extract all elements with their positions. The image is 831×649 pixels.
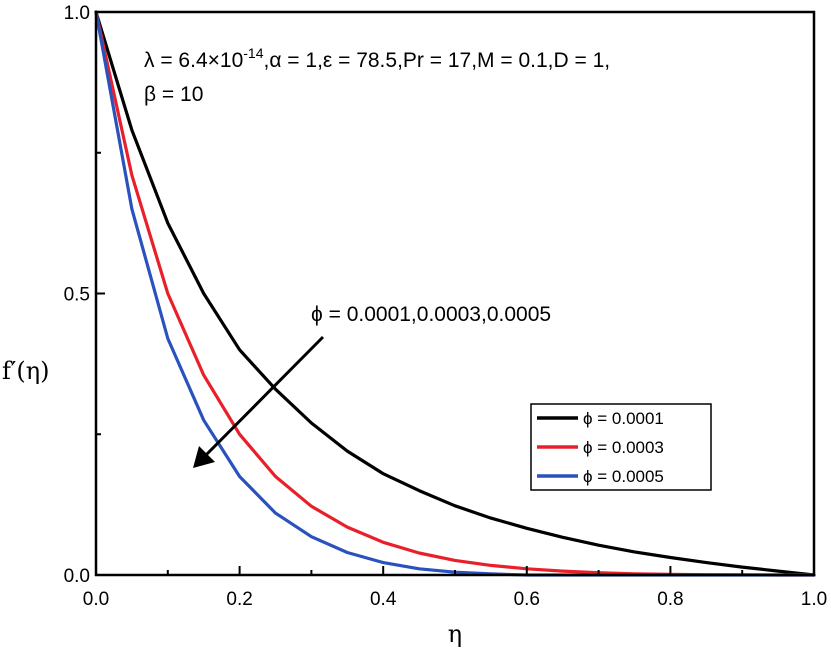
y-tick-label: 0.0: [64, 566, 90, 587]
parameters-exponent: -14: [243, 45, 263, 61]
legend-label-3: ϕ = 0.0005: [583, 467, 664, 486]
tick-labels: 0.0 0.2 0.4 0.6 0.8 1.0 0.0 0.5 1.0: [64, 3, 828, 610]
x-tick-label: 0.0: [83, 589, 109, 610]
parameters-lambda: λ = 6.4×10: [144, 49, 243, 72]
arrow-annotation-label: ϕ = 0.0001,0.0003,0.0005: [311, 303, 551, 326]
x-axis-title: η: [448, 620, 462, 648]
y-tick-label: 0.5: [64, 285, 90, 306]
plot-frame: [94, 10, 816, 577]
legend-label-2: ϕ = 0.0003: [583, 438, 664, 457]
y-tick-label: 1.0: [64, 3, 90, 24]
x-tick-label: 0.4: [370, 589, 397, 610]
y-axis-title: f′(η): [2, 357, 49, 385]
x-tick-label: 1.0: [801, 589, 827, 610]
parameters-text-line1: λ = 6.4×10-14,α = 1,ε = 78.5,Pr = 17,M =…: [144, 45, 610, 72]
trend-arrow-shaft: [202, 335, 325, 459]
x-tick-label: 0.2: [226, 589, 252, 610]
legend-label-1: ϕ = 0.0001: [583, 409, 664, 428]
parameters-rest: ,α = 1,ε = 78.5,Pr = 17,M = 0.1,D = 1,: [263, 49, 610, 72]
x-tick-label: 0.8: [657, 589, 683, 610]
legend: ϕ = 0.0001 ϕ = 0.0003 ϕ = 0.0005: [530, 403, 712, 491]
trend-arrow-head: [193, 446, 215, 468]
parameters-text-line2: β = 10: [144, 83, 203, 106]
series-line-1: [94, 10, 816, 577]
x-tick-label: 0.6: [514, 589, 540, 610]
